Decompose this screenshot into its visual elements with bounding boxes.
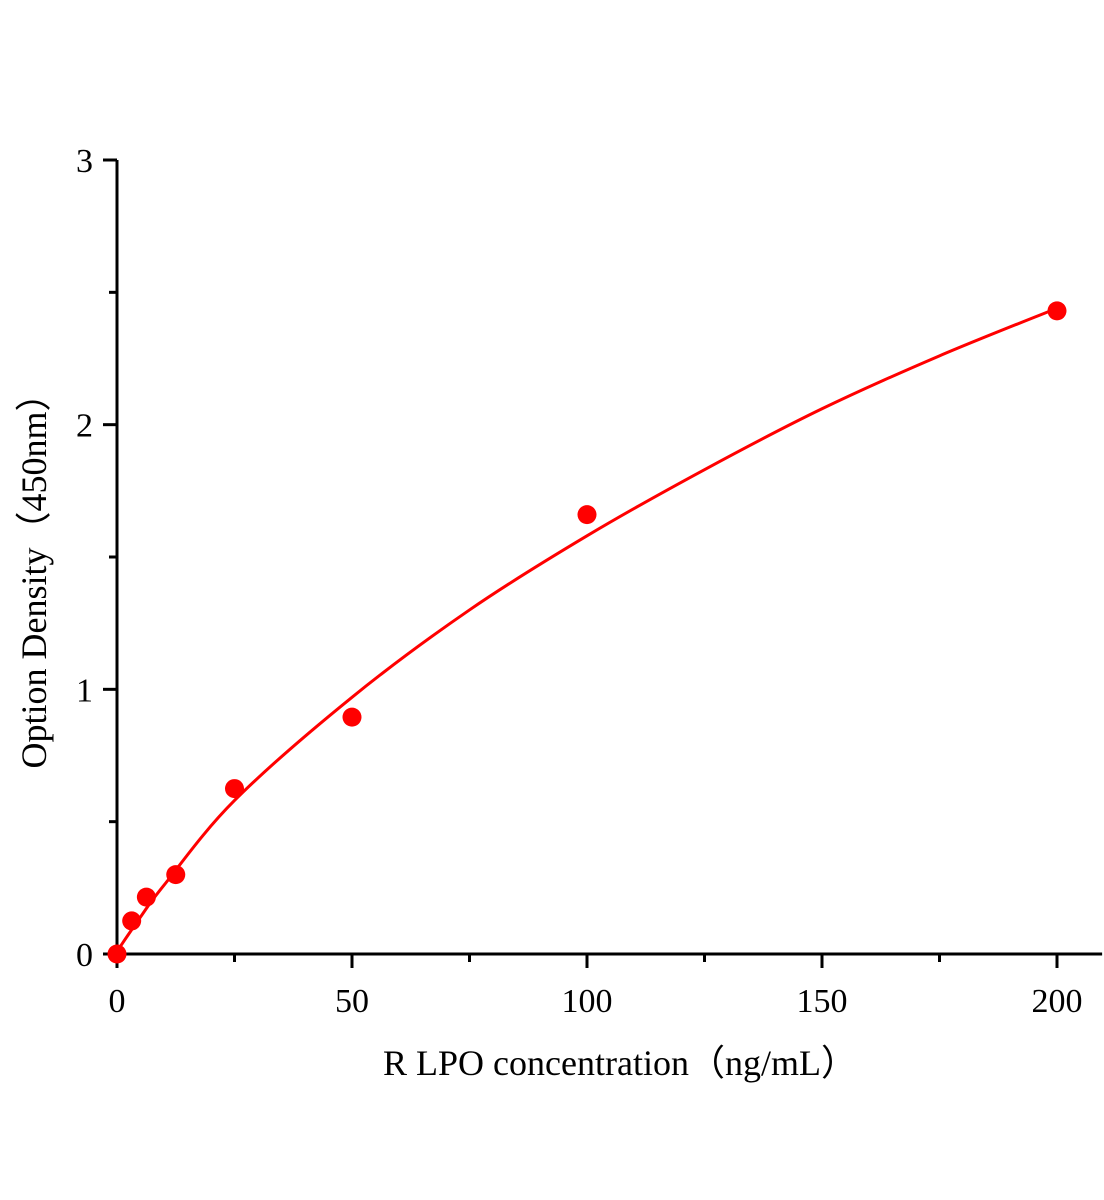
x-tick-label: 0	[109, 983, 126, 1020]
data-point	[342, 707, 362, 727]
data-point	[122, 911, 142, 931]
x-axis-title: R LPO concentration（ng/mL）	[383, 1043, 857, 1083]
data-point	[225, 779, 244, 799]
x-tick-label: 100	[562, 983, 613, 1020]
y-tick-label: 0	[76, 937, 93, 974]
x-tick-label: 200	[1032, 983, 1083, 1020]
data-point	[136, 887, 156, 907]
data-point	[577, 505, 597, 525]
fit-curve	[115, 306, 1058, 953]
y-axis-title: Option Density（450nm）	[14, 376, 54, 769]
x-tick-label: 50	[335, 983, 369, 1020]
data-point	[166, 865, 186, 885]
y-tick-label: 2	[76, 408, 93, 445]
x-tick-label: 150	[797, 983, 848, 1020]
data-point	[1047, 301, 1067, 321]
y-tick-label: 1	[76, 672, 93, 709]
data-point	[107, 944, 127, 964]
y-tick-label: 3	[76, 143, 93, 180]
